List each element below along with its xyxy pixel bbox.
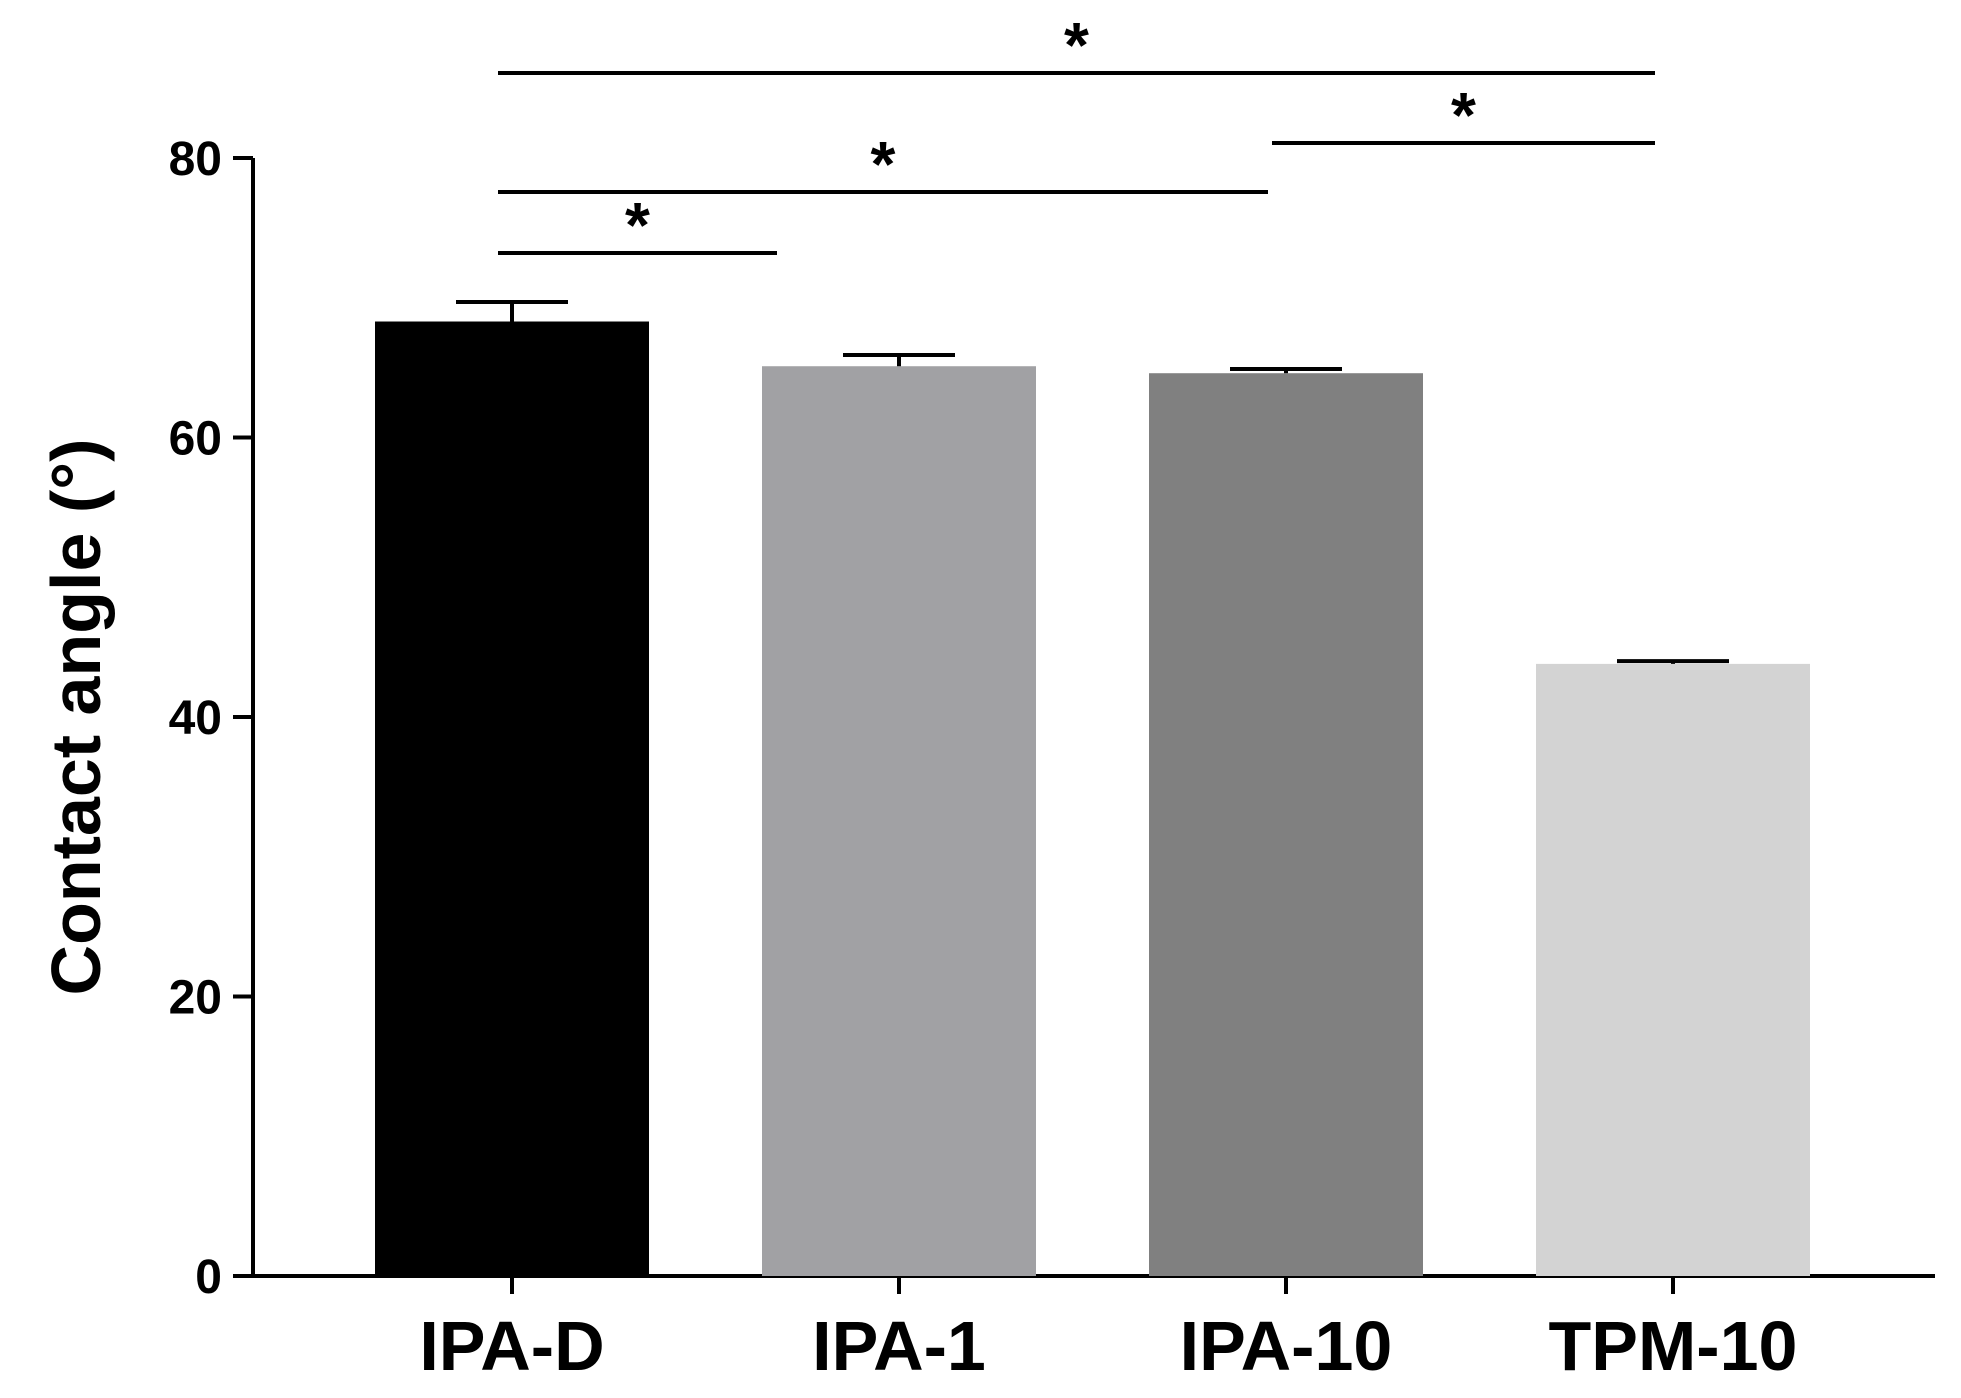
y-axis-title: Contact angle (°) (37, 439, 115, 996)
y-tick-label: 20 (169, 972, 222, 1025)
bar-tpm-10 (1536, 663, 1810, 1276)
bar-ipa-1 (762, 366, 1036, 1276)
bar-ipa-10 (1149, 373, 1423, 1277)
significance-star: * (625, 189, 650, 261)
x-ticks: IPA-D IPA-1 IPA-10 TPM-10 (419, 1276, 1797, 1385)
significance-star: * (1064, 9, 1089, 81)
y-tick-label: 80 (169, 133, 222, 186)
bar-ipa-d (375, 321, 649, 1276)
bars (375, 321, 1810, 1277)
significance-star: * (1451, 79, 1476, 151)
y-tick-label: 40 (169, 692, 222, 745)
x-tick-label: IPA-D (419, 1307, 604, 1385)
error-bars (456, 299, 1729, 664)
significance-star: * (871, 128, 896, 200)
x-tick-label: TPM-10 (1549, 1307, 1798, 1385)
y-tick-label: 0 (195, 1251, 222, 1304)
x-tick-label: IPA-1 (812, 1307, 986, 1385)
x-tick-label: IPA-10 (1180, 1307, 1393, 1385)
significance-brackets: * * * * (498, 9, 1655, 261)
y-ticks: 0 20 40 60 80 (169, 133, 253, 1304)
y-tick-label: 60 (169, 413, 222, 466)
